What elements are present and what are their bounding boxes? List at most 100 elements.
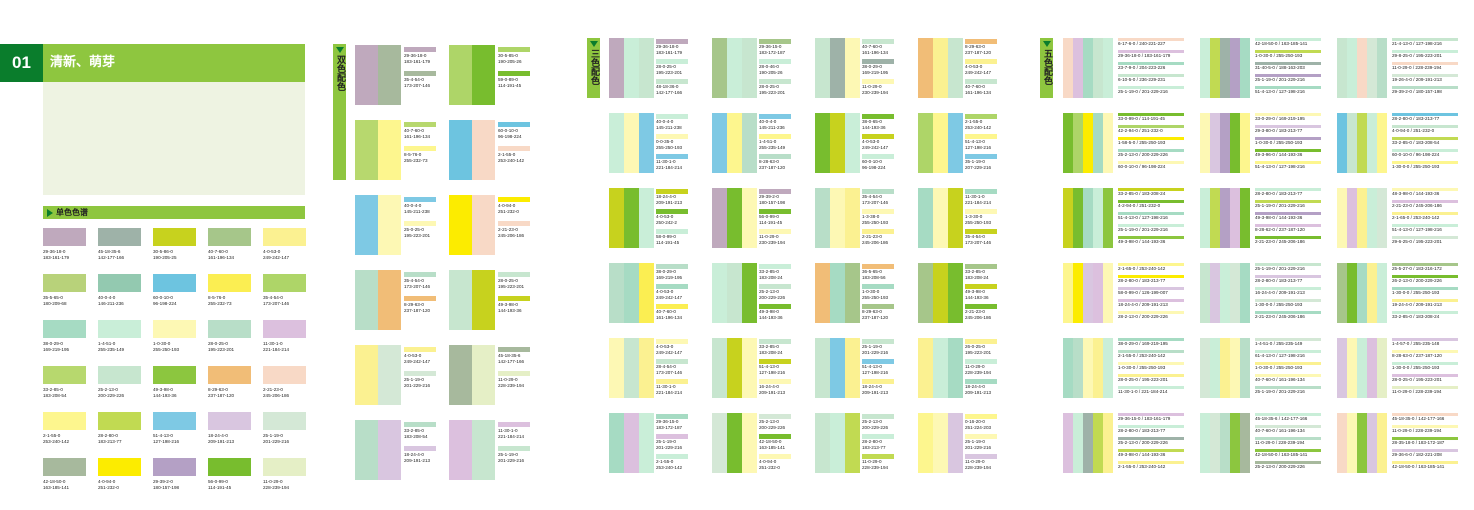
color-code-label: 30-5-85-0 — [498, 53, 518, 58]
color-swatch — [948, 38, 963, 98]
color-code-label: 190-205-26 — [498, 59, 522, 64]
color-code-label: 180-157-198 — [759, 200, 786, 205]
color-bar — [759, 414, 791, 419]
color-code-label: 33-2-85-0 / 183-208-24 — [1118, 191, 1166, 196]
color-swatch — [1063, 38, 1073, 98]
color-swatch — [1200, 188, 1210, 248]
color-swatch — [1230, 338, 1240, 398]
color-swatch — [845, 38, 860, 98]
color-code-label: 180-157-198 — [153, 485, 180, 490]
color-code-label: 29-36-18-0 — [404, 53, 427, 58]
color-bar — [1118, 224, 1184, 227]
color-bar — [1118, 386, 1184, 389]
color-code-label: 25-1-19-0 / 201-229-216 — [1255, 77, 1305, 82]
color-bar — [1255, 299, 1321, 302]
color-bar — [656, 379, 688, 384]
color-bar — [656, 304, 688, 309]
color-bar — [1118, 350, 1184, 353]
color-code-label: 25-1-19-0 / 201-229-216 — [1118, 227, 1168, 232]
color-code-label: 18-24-4-0 — [404, 452, 424, 457]
color-swatch — [208, 412, 251, 430]
color-code-label: 29-36-6-0 / 182-221-208 — [1392, 452, 1442, 457]
color-swatch — [712, 38, 727, 98]
color-swatch — [355, 345, 378, 405]
color-bar — [1392, 287, 1458, 290]
color-code-label: 195-223-201 — [656, 70, 683, 75]
color-code-label: 190-205-26 — [759, 70, 783, 75]
color-bar — [1118, 413, 1184, 416]
color-swatch — [208, 274, 251, 292]
color-code-label: 161-196-134 — [965, 90, 992, 95]
color-code-label: 25-1-19-0 / 201-229-216 — [1118, 89, 1168, 94]
color-code-label: 255-250-193 — [862, 295, 889, 300]
color-code-label: 221-184-214 — [965, 200, 992, 205]
color-code-label: 28-0-25-0 / 195-223-201 — [1118, 377, 1168, 382]
color-code-label: 25-2-13-0 — [759, 419, 779, 424]
color-bar — [1255, 62, 1321, 65]
color-code-label: 29-36-18-0 — [656, 44, 679, 49]
color-swatch — [472, 120, 495, 180]
color-code-label: 60-0-10-0 — [153, 295, 173, 300]
color-code-label: 249-242-147 — [965, 70, 992, 75]
color-code-label: 183-161-179 — [43, 255, 70, 260]
color-code-label: 11-0-29-0 — [759, 234, 779, 239]
color-code-label: 29-6-25-0 / 195-223-201 — [1392, 239, 1442, 244]
color-swatch — [472, 195, 495, 255]
color-code-label: 40-0-4-0 — [656, 119, 674, 124]
color-bar — [965, 59, 997, 64]
color-code-label: 1-0-30-0 / 255-250-193 — [1255, 365, 1303, 370]
color-code-label: 251-232-0 — [759, 465, 780, 470]
color-code-label: 2-21-23-0 — [965, 309, 985, 314]
header-bar — [0, 44, 305, 82]
color-bar — [498, 371, 530, 376]
color-swatch — [742, 38, 757, 98]
color-swatch — [1063, 338, 1073, 398]
color-code-label: 21-4-13-0 / 127-198-216 — [1392, 41, 1442, 46]
color-code-label: 25-1-19-0 — [263, 433, 283, 438]
color-swatch — [624, 38, 639, 98]
color-code-label: 255-250-193 — [153, 347, 180, 352]
color-swatch — [472, 420, 495, 480]
color-code-label: 228-239-194 — [498, 383, 525, 388]
color-swatch — [1210, 263, 1220, 323]
color-code-label: 2-1-55-0 — [656, 459, 674, 464]
color-code-label: 38-0-65-0 — [862, 119, 882, 124]
color-code-label: 8-5-76-0 — [404, 152, 422, 157]
color-code-label: 58-0-99-0 / 126-199-007 — [1118, 290, 1168, 295]
color-code-label: 195-223-201 — [759, 90, 786, 95]
color-swatch — [98, 412, 141, 430]
color-code-label: 1-3-30-0 — [965, 214, 983, 219]
color-code-label: 16-24-4-0 / 209-191-213 — [1255, 290, 1305, 295]
color-swatch — [933, 38, 948, 98]
color-swatch — [845, 413, 860, 473]
color-code-label: 35-4-54-0 — [862, 194, 882, 199]
color-swatch — [1200, 413, 1210, 473]
color-bar — [862, 454, 894, 459]
color-bar — [965, 434, 997, 439]
color-code-label: 221-184-214 — [263, 347, 290, 352]
color-code-label: 28-35-18-0 / 183-172-187 — [1392, 440, 1445, 445]
color-code-label: 169-219-195 — [43, 347, 70, 352]
color-swatch — [1357, 113, 1367, 173]
color-code-label: 29-36-15-0 / 183-161-179 — [1118, 416, 1171, 421]
color-code-label: 0-16-20-0 — [965, 419, 985, 424]
color-code-label: 29-36-15-0 — [759, 44, 782, 49]
color-swatch — [355, 45, 378, 105]
color-code-label: 42-18-50-0 / 163-185-141 — [1392, 464, 1445, 469]
color-swatch — [742, 188, 757, 248]
color-swatch — [1093, 263, 1103, 323]
color-code-label: 8-29-63-0 — [404, 302, 424, 307]
color-code-label: 144-193-36 — [759, 315, 783, 320]
color-bar — [1255, 449, 1321, 452]
color-code-label: 61-4-13-0 / 127-198-216 — [1255, 353, 1305, 358]
color-code-label: 28-0-25-0 — [656, 64, 676, 69]
color-code-label: 58-0-99-0 — [656, 234, 676, 239]
color-swatch — [263, 320, 306, 338]
color-swatch — [1103, 188, 1113, 248]
color-code-label: 145-211-238 — [656, 125, 682, 130]
color-swatch — [933, 413, 948, 473]
color-code-label: 40-7-60-0 — [404, 128, 424, 133]
color-code-label: 230-239-194 — [759, 240, 786, 245]
color-swatch — [1103, 263, 1113, 323]
color-swatch — [948, 113, 963, 173]
